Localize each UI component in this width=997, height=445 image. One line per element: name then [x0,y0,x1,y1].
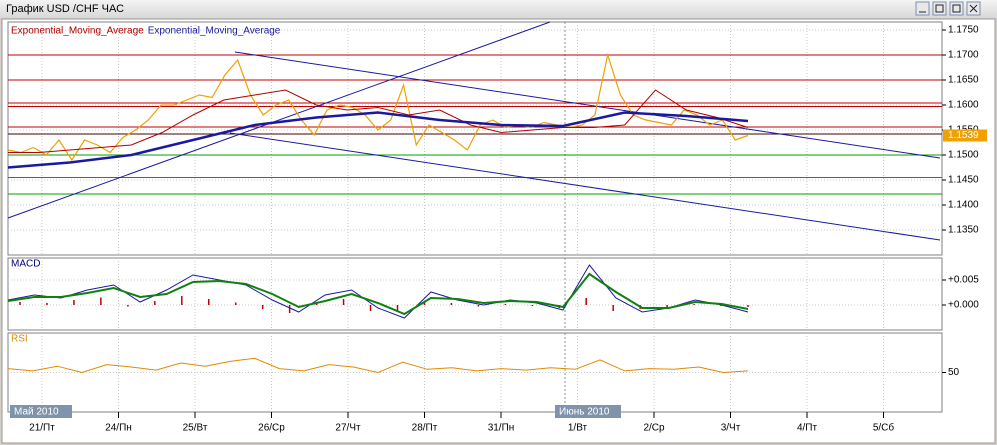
x-tick-label: 26/Ср [258,423,285,434]
panel [7,257,943,331]
y-tick-label: 1.1650 [948,75,979,86]
x-tick-label: 5/Сб [873,422,895,434]
last-price-box [943,129,987,142]
y-tick-label: 1.1750 [948,25,979,36]
y-tick-label: 1.1600 [948,100,979,111]
month-box [555,405,621,418]
trend-line [229,132,941,241]
title-bar [0,0,997,18]
series-line [8,89,749,153]
trend-line [7,21,551,219]
y-tick-label: 1.1450 [948,175,979,186]
trend-lines [7,21,941,241]
x-tick-label: 31/Пн [488,423,515,434]
x-tick-label: 24/Пн [105,423,132,434]
y-tick-label: +0.005 [948,275,979,286]
maximize-button[interactable] [949,1,964,16]
x-tick-label: 1/Вт [568,423,588,434]
last-price-label: 1.1539 [948,130,979,141]
window-controls[interactable] [915,1,981,16]
month-box [10,405,72,418]
month-label: Май 2010 [14,407,59,418]
restore-button[interactable] [932,1,947,16]
month-label: Июнь 2010 [559,407,610,418]
series-line [7,111,749,169]
panel [7,332,943,413]
trend-line [234,51,941,159]
icon [952,4,961,13]
y-tick-label: +0.000 [948,300,979,311]
x-tick-label: 28/Пт [412,423,438,434]
legend-entry: Exponential_Moving_Average [11,26,144,37]
icon [969,4,978,13]
y-tick-label: 1.1350 [948,225,979,236]
x-tick-label: 4/Пт [797,423,818,434]
window-title: График USD /CHF ЧАС [6,3,124,15]
series-line [7,357,749,374]
panel [7,21,943,256]
icon [935,4,944,13]
panel-title: RSI [11,334,28,345]
series-line [7,52,749,162]
x-tick-label: 27/Чт [335,423,361,434]
x-tick-label: 2/Ср [643,423,665,434]
legend-entry: Exponential_Moving_Average [148,26,281,37]
x-tick-label: 21/Пт [29,423,55,434]
y-tick-label: 1.1400 [948,200,979,211]
x-tick-label: 3/Чт [721,423,741,434]
minimize-button[interactable] [915,1,930,16]
series-line [7,264,749,319]
series-line [7,272,749,316]
y-tick-label: 1.1500 [948,150,979,161]
panel-title: MACD [11,259,40,270]
x-tick-label: 25/Вт [183,423,208,434]
y-tick-label: 1.1700 [948,50,979,61]
y-tick-label: 50 [948,367,960,378]
